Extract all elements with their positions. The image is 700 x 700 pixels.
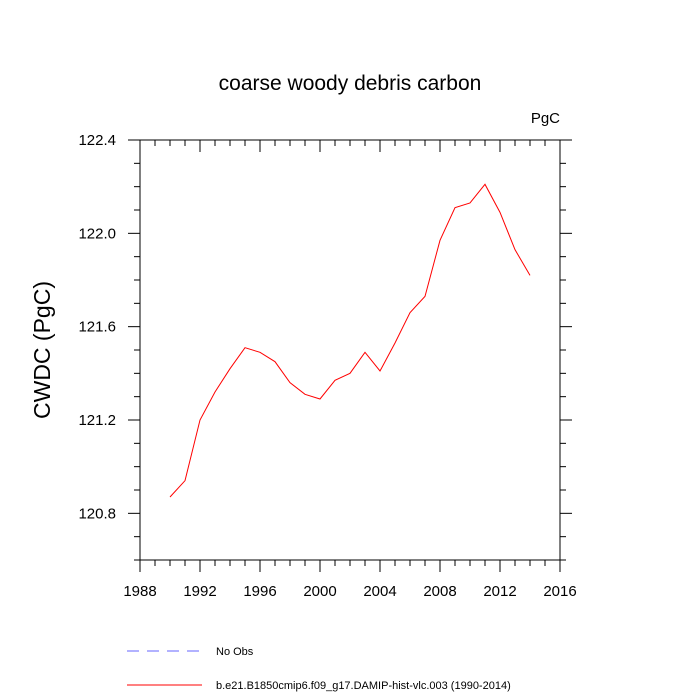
x-tick-label: 2016	[543, 583, 576, 600]
x-tick-label: 1992	[183, 583, 216, 600]
x-tick-label: 2000	[303, 583, 336, 600]
chart-title: coarse woody debris carbon	[219, 72, 482, 95]
series-line	[169, 183, 531, 498]
x-tick-label: 1988	[123, 583, 156, 600]
y-tick-label: 122.4	[78, 132, 116, 149]
y-tick-label: 121.6	[78, 319, 116, 336]
x-tick-label: 2004	[363, 583, 396, 600]
y-axis-label: CWDC (PgC)	[29, 281, 55, 419]
plot-frame	[139, 139, 561, 561]
y-tick-label: 122.0	[78, 225, 116, 242]
y-tick-label: 121.2	[78, 412, 116, 429]
legend-label: b.e21.B1850cmip6.f09_g17.DAMIP-hist-vlc.…	[216, 680, 511, 692]
x-tick-label: 1996	[243, 583, 276, 600]
series-lines	[169, 183, 531, 498]
x-tick-label: 2008	[423, 583, 456, 600]
x-axis-ticks: 1988 1992 1996 2000 2004 2008 2012 2016	[123, 140, 577, 600]
x-tick-label: 2012	[483, 583, 516, 600]
unit-label: PgC	[531, 110, 560, 127]
y-tick-label: 120.8	[78, 505, 116, 522]
y-axis-ticks: 120.8 121.2 121.6 122.0 122.4	[78, 132, 572, 561]
legend-label: No Obs	[216, 646, 254, 658]
legend: No Obs b.e21.B1850cmip6.f09_g17.DAMIP-his…	[127, 646, 511, 692]
